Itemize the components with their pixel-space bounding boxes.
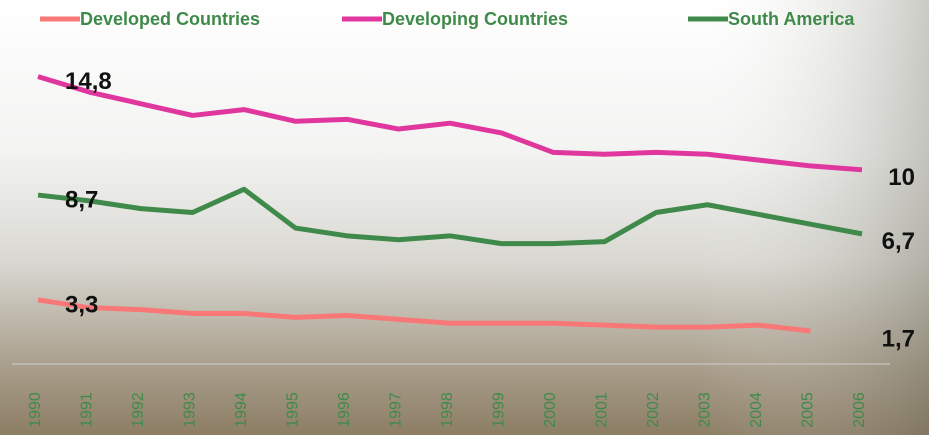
legend-label: Developing Countries	[382, 9, 568, 29]
value-label: 10	[888, 164, 915, 191]
x-tick-label: 1999	[491, 392, 508, 428]
value-label: 1,7	[882, 325, 915, 352]
x-tick-label: 2002	[645, 392, 662, 428]
value-label: 8,7	[65, 186, 98, 213]
chart: Developed Countries Developing Countries S…	[0, 0, 929, 435]
x-tick-label: 1995	[285, 392, 302, 428]
x-tick-label: 2004	[748, 392, 765, 428]
x-tick-label: 1992	[130, 392, 147, 428]
x-tick-label: 2005	[800, 392, 817, 428]
x-tick-label: 2003	[697, 392, 714, 428]
x-tick-label: 1990	[27, 392, 44, 428]
x-tick-label: 1991	[79, 392, 96, 428]
value-label: 14,8	[65, 68, 112, 95]
value-label: 3,3	[65, 291, 98, 318]
x-tick-label: 2006	[851, 392, 868, 428]
x-tick-label: 1997	[388, 392, 405, 428]
x-tick-label: 2001	[594, 392, 611, 428]
x-tick-label: 1994	[233, 392, 250, 428]
x-tick-label: 2000	[542, 392, 559, 428]
legend-label: Developed Countries	[80, 9, 260, 29]
legend-label: South America	[728, 9, 855, 29]
x-tick-label: 1993	[182, 392, 199, 428]
background-shade	[0, 0, 929, 435]
value-label: 6,7	[882, 228, 915, 255]
x-tick-label: 1998	[439, 392, 456, 428]
x-tick-label: 1996	[336, 392, 353, 428]
